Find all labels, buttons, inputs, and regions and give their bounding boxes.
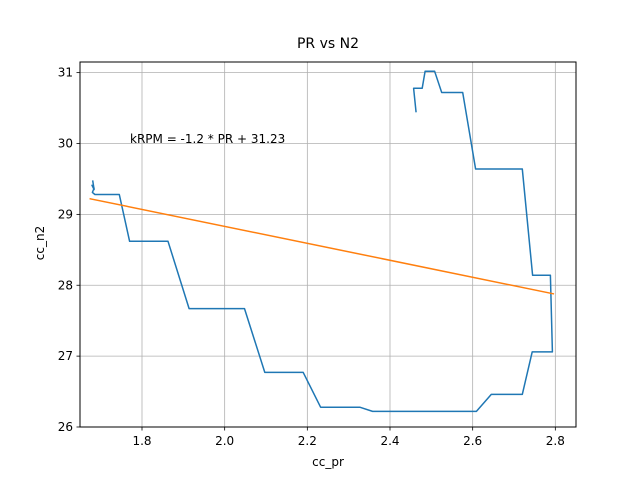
x-tick-label: 1.8: [132, 434, 151, 448]
series-line-measured: [91, 70, 554, 413]
series-line-fit: [89, 197, 555, 295]
x-axis-label: cc_pr: [312, 455, 344, 469]
y-tick-label: 26: [58, 420, 73, 434]
x-tick-label: 2.2: [298, 434, 317, 448]
chart-title: PR vs N2: [297, 36, 359, 52]
y-tick-label: 30: [58, 137, 73, 151]
series-layer: [89, 70, 555, 413]
x-tick-label: 2.0: [215, 434, 234, 448]
x-tick-label: 2.6: [463, 434, 482, 448]
x-tick-label: 2.8: [546, 434, 565, 448]
x-tick-label: 2.4: [380, 434, 399, 448]
y-tick-label: 31: [58, 66, 73, 80]
y-tick-label: 27: [58, 349, 73, 363]
y-tick-label: 28: [58, 278, 73, 292]
y-tick-label: 29: [58, 207, 73, 221]
chart-annotation: kRPM = -1.2 * PR + 31.23: [130, 132, 285, 146]
plot-frame: [79, 61, 577, 428]
tick-layer: 1.8 2.0 2.2 2.4 2.6 2.8 26 27 28 29 30 31: [58, 66, 565, 448]
y-axis-label: cc_n2: [33, 226, 47, 260]
